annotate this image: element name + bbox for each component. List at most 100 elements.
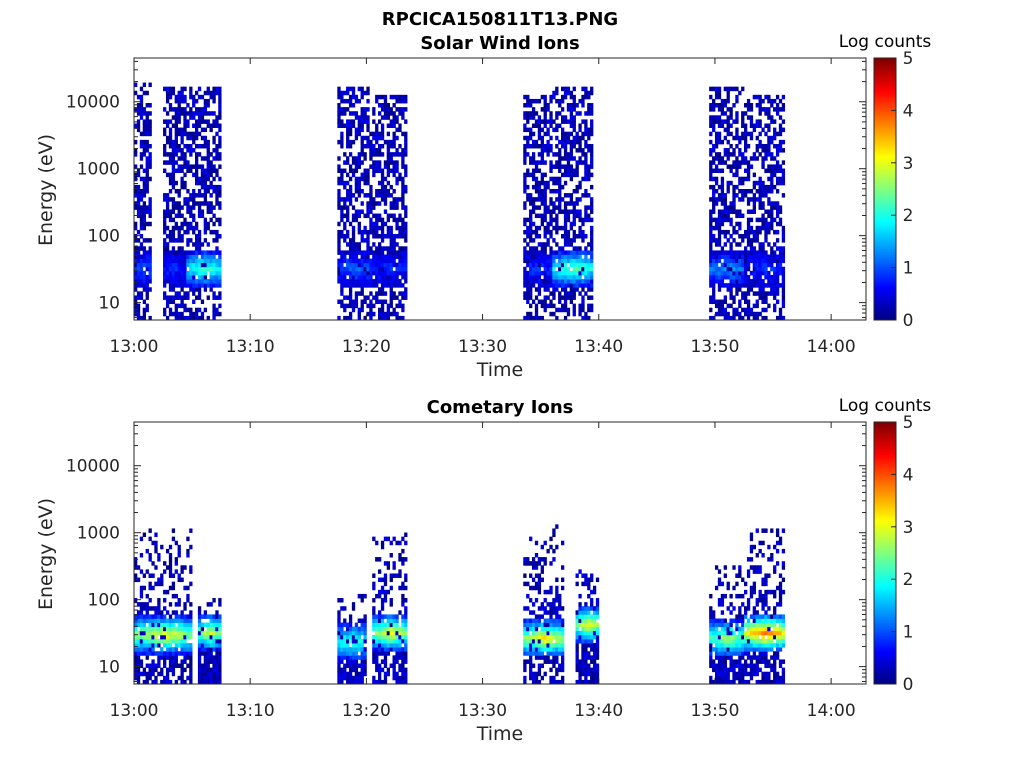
heatmap-cell: [351, 279, 356, 284]
heatmap-cell: [343, 618, 347, 623]
heatmap-cell: [587, 242, 591, 247]
heatmap-cell: [386, 254, 391, 259]
heatmap-cell: [758, 98, 762, 104]
heatmap-cell: [401, 655, 405, 660]
heatmap-cell: [360, 679, 364, 685]
heatmap-cell: [134, 626, 138, 632]
heatmap-cell: [404, 189, 408, 194]
heatmap-cell: [744, 189, 748, 194]
heatmap-cell: [157, 638, 161, 644]
heatmap-cell: [145, 172, 149, 178]
heatmap-cell: [566, 164, 571, 169]
heatmap-cell: [770, 209, 774, 214]
heatmap-cell: [360, 86, 364, 92]
heatmap-cell: [197, 274, 202, 280]
heatmap-cell: [154, 643, 158, 648]
heatmap-cell: [354, 160, 359, 165]
heatmap-cell: [177, 577, 181, 583]
heatmap-cell: [189, 618, 193, 623]
heatmap-cell: [209, 94, 213, 100]
heatmap-cell: [523, 94, 527, 100]
heatmap-cell: [163, 160, 167, 165]
heatmap-cell: [174, 139, 178, 145]
heatmap-cell: [343, 225, 347, 231]
heatmap-cell: [380, 123, 385, 128]
heatmap-cell: [171, 205, 176, 210]
heatmap-cell: [180, 131, 184, 137]
heatmap-cell: [171, 671, 176, 677]
heatmap-cell: [218, 221, 222, 227]
heatmap-cell: [572, 258, 576, 264]
heatmap-cell: [717, 303, 722, 309]
heatmap-cell: [761, 193, 765, 198]
heatmap-cell: [726, 115, 730, 120]
heatmap-cell: [540, 221, 544, 227]
heatmap-cell: [168, 602, 173, 607]
heatmap-cell: [346, 86, 350, 92]
heatmap-cell: [764, 111, 768, 116]
heatmap-cell: [195, 295, 199, 300]
colorbar-swatch: [874, 297, 896, 301]
heatmap-cell: [151, 671, 155, 677]
colorbar-swatch: [874, 229, 896, 233]
heatmap-cell: [778, 246, 783, 251]
colorbar-swatch: [874, 223, 896, 227]
heatmap-cell: [717, 299, 722, 305]
heatmap-cell: [340, 283, 344, 288]
heatmap-cell: [360, 651, 364, 656]
heatmap-cell: [351, 307, 356, 313]
heatmap-cell: [383, 671, 388, 677]
heatmap-cell: [363, 295, 367, 300]
heatmap-cell: [749, 238, 754, 243]
heatmap-cell: [534, 266, 539, 272]
heatmap-cell: [171, 581, 176, 587]
heatmap-cell: [752, 127, 757, 133]
heatmap-cell: [764, 250, 768, 255]
heatmap-cell: [572, 291, 576, 296]
heatmap-cell: [383, 270, 388, 276]
heatmap-cell: [723, 103, 727, 108]
heatmap-cell: [709, 221, 713, 227]
heatmap-cell: [363, 111, 367, 116]
heatmap-cell: [177, 638, 181, 644]
heatmap-cell: [369, 250, 373, 255]
heatmap-cell: [348, 634, 353, 640]
heatmap-cell: [578, 111, 582, 116]
heatmap-cell: [340, 622, 344, 628]
heatmap-cell: [770, 139, 774, 145]
heatmap-cell: [186, 593, 190, 599]
heatmap-cell: [203, 238, 208, 243]
heatmap-cell: [537, 119, 542, 124]
heatmap-cell: [180, 246, 184, 251]
heatmap-cell: [587, 303, 591, 309]
heatmap-cell: [212, 205, 216, 210]
heatmap-cell: [543, 634, 547, 640]
heatmap-cell: [383, 201, 388, 206]
heatmap-cell: [163, 589, 167, 595]
panel-title: Cometary Ions: [427, 397, 574, 418]
heatmap-cell: [177, 283, 181, 288]
heatmap-cell: [366, 176, 370, 182]
heatmap-cell: [534, 160, 539, 165]
heatmap-cell: [389, 213, 393, 219]
heatmap-cell: [546, 626, 550, 632]
heatmap-cell: [363, 638, 367, 644]
heatmap-cell: [773, 266, 777, 272]
heatmap-cell: [549, 634, 553, 640]
heatmap-cell: [389, 553, 393, 558]
heatmap-cell: [218, 295, 222, 300]
heatmap-cell: [717, 279, 722, 284]
heatmap-cell: [534, 638, 539, 644]
heatmap-cell: [168, 135, 173, 141]
heatmap-cell: [712, 115, 716, 120]
heatmap-cell: [778, 209, 783, 214]
heatmap-cell: [529, 291, 533, 296]
heatmap-cell: [529, 283, 533, 288]
heatmap-cell: [174, 225, 178, 231]
heatmap-cell: [180, 254, 184, 259]
heatmap-cell: [215, 86, 219, 92]
heatmap-cell: [590, 123, 594, 128]
heatmap-cell: [744, 274, 748, 280]
heatmap-cell: [148, 557, 152, 562]
heatmap-cell: [738, 287, 742, 292]
